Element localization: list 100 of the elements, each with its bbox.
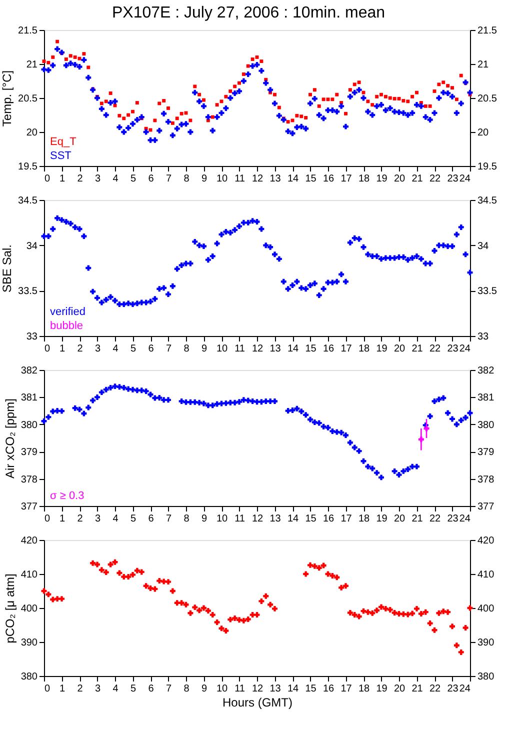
x-tick-label: 24 [459,684,471,694]
x-tick-label: 1 [59,344,66,354]
x-tick-label: 1 [59,514,66,524]
x-tick-label: 22 [429,514,441,524]
x-tick-label: 0 [44,684,50,694]
y-tick-label: 34 [26,240,38,252]
y2-tick-label: 33.5 [478,286,498,298]
x-tick-label: 20 [394,514,406,524]
x-tick-label: 22 [429,684,441,694]
x-tick-label: 5 [130,684,136,694]
y-tick-label: 400 [20,604,38,614]
x-tick-label: 12 [252,514,264,524]
y2-tick-label: 380 [478,420,495,431]
y2-tick-label: 378 [478,474,495,486]
y2-tick-label: 20.5 [478,94,498,104]
y2-tick-label: 382 [478,366,495,376]
x-tick-label: 5 [130,514,136,524]
x-tick-label: 7 [166,684,172,694]
x-tick-label: 4 [112,174,119,184]
x-tick-label: 17 [340,684,352,694]
x-tick-label: 2 [77,514,84,524]
x-tick-label: 24 [459,344,471,354]
y2-tick-label: 381 [478,392,495,404]
y2-tick-label: 400 [478,604,495,614]
x-tick-label: 17 [340,174,352,184]
x-tick-label: 13 [270,514,282,524]
x-tick-label: 3 [94,344,101,354]
text: SST [50,150,72,162]
x-tick-label: 18 [358,684,370,694]
x-tick-label: 5 [130,344,136,354]
x-tick-label: 17 [340,514,352,524]
x-tick-label: 3 [94,174,101,184]
x-tick-label: 14 [287,514,299,524]
x-tick-label: 23 [447,344,459,354]
y-tick-label: 34.5 [18,196,38,206]
y2-tick-label: 33 [478,332,490,342]
y2-tick-label: 380 [478,672,495,682]
x-tick-label: 19 [376,344,388,354]
x-tick-label: 6 [148,514,154,524]
x-tick-label: 10 [216,174,228,184]
x-tick-label: 13 [270,174,282,184]
x-tick-label: 1 [59,684,66,694]
x-tick-label: 15 [305,514,317,524]
x-tick-label: 14 [287,684,299,694]
y2-tick-label: 379 [478,447,495,458]
x-tick-label: 11 [234,684,246,694]
x-tick-label: 6 [148,684,154,694]
x-tick-label: 1 [59,174,66,184]
x-tick-label: 3 [94,684,101,694]
x-tick-label: 5 [130,174,136,184]
y-tick-label: 381 [20,392,38,404]
x-tick-label: 2 [77,344,84,354]
y-tick-label: 21.5 [18,26,38,36]
x-tick-label: 0 [44,344,50,354]
y2-tick-label: 410 [478,570,495,580]
x-tick-label: 9 [201,344,208,354]
x-tick-label: 22 [429,344,441,354]
x-tick-label: 23 [447,174,459,184]
x-tick-label: 21 [412,344,424,354]
x-tick-label: 8 [184,684,190,694]
y-tick-label: 20 [26,128,38,138]
x-tick-label: 4 [112,514,119,524]
x-tick-label: 24 [459,514,471,524]
x-tick-label: 16 [322,344,334,354]
x-tick-label: 2 [77,174,84,184]
x-tick-label: 18 [358,344,370,354]
x-tick-label: 21 [412,174,424,184]
x-tick-label: 12 [252,684,264,694]
y2-tick-label: 34.5 [478,196,498,206]
x-tick-label: 12 [252,174,264,184]
x-tick-label: 10 [216,514,228,524]
x-tick-label: 8 [184,514,190,524]
x-tick-label: 9 [201,174,208,184]
x-tick-label: 2 [77,684,84,694]
x-tick-label: 11 [234,514,246,524]
x-tick-label: 11 [234,344,246,354]
x-tick-label: 8 [184,344,190,354]
y2-tick-label: 20 [478,128,490,138]
x-tick-label: 0 [44,174,50,184]
x-tick-label: 12 [252,344,264,354]
x-tick-label: 18 [358,514,370,524]
x-tick-label: 11 [234,174,246,184]
y-tick-label: 380 [20,672,38,682]
x-tick-label: 7 [166,344,172,354]
x-tick-label: 19 [376,174,388,184]
x-tick-label: 16 [322,684,334,694]
x-tick-label: 16 [322,514,334,524]
x-tick-label: 20 [394,684,406,694]
y-tick-label: 33 [26,332,38,342]
x-tick-label: 15 [305,344,317,354]
x-tick-label: 21 [412,684,424,694]
series-label: verified [50,306,86,318]
x-tick-label: 4 [112,344,119,354]
x-tick-label: 7 [166,514,172,524]
y-tick-label: 382 [20,366,38,376]
x-tick-label: 19 [376,684,388,694]
y-tick-label: 377 [20,502,38,512]
x-tick-label: 9 [201,514,208,524]
y-tick-label: 19.5 [18,162,38,172]
x-tick-label: 6 [148,344,154,354]
